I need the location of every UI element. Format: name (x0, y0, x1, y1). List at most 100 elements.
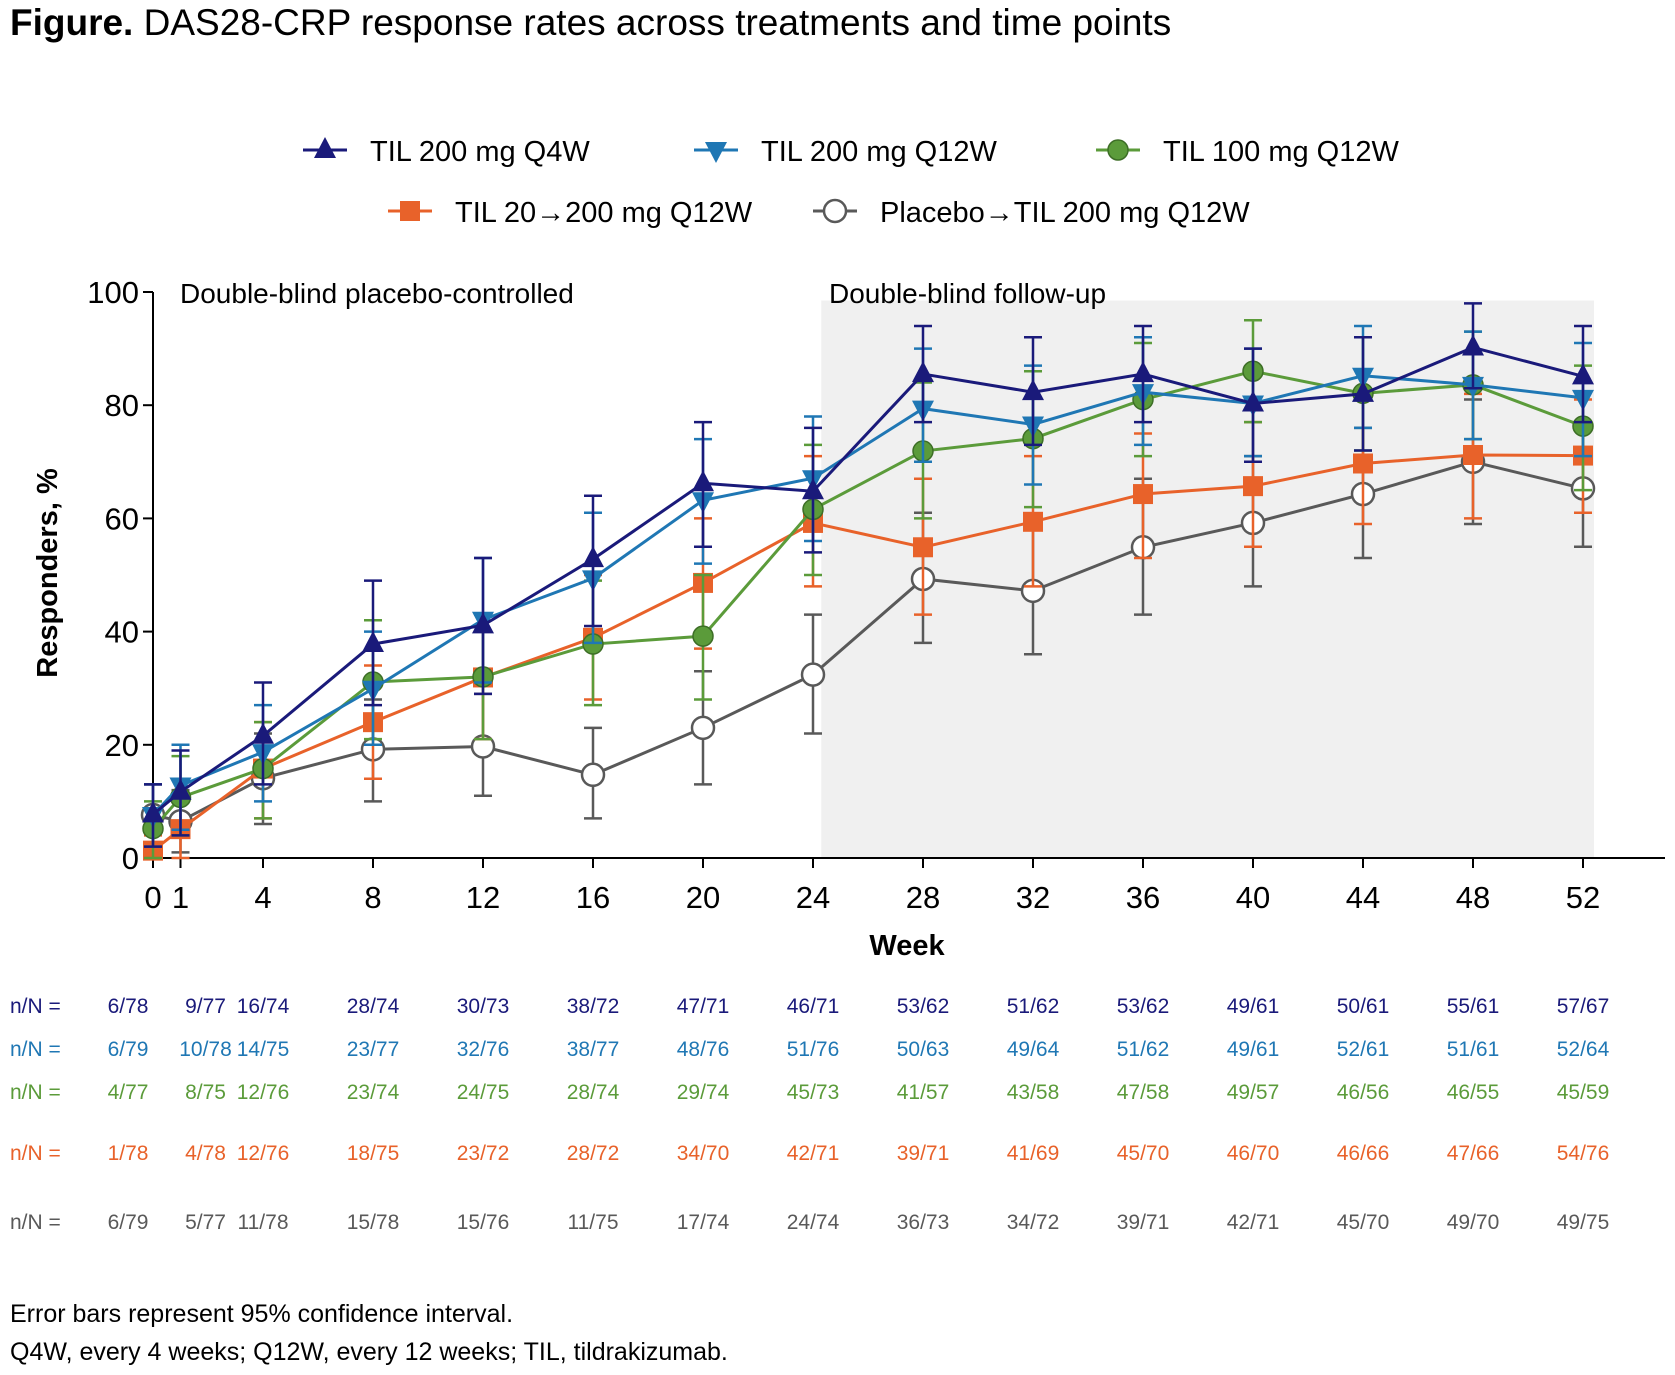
period-label-placebo-controlled: Double-blind placebo-controlled (180, 278, 574, 309)
legend-label: TIL 20→200 mg Q12W (455, 197, 753, 229)
legend-marker (400, 201, 420, 221)
nn-cell: 43/58 (1006, 1081, 1060, 1104)
nn-cell: 52/64 (1556, 1038, 1610, 1061)
data-point (1463, 445, 1483, 466)
nn-cell: 1/78 (107, 1142, 149, 1165)
x-tick-label: 32 (1016, 880, 1050, 915)
nn-cell: 53/62 (896, 995, 950, 1018)
y-tick-label: 80 (105, 388, 139, 423)
legend-marker (1107, 139, 1129, 161)
nn-cell: 46/71 (786, 995, 840, 1018)
y-tick-label: 20 (105, 728, 139, 763)
data-point (1133, 484, 1153, 505)
nn-cell: 11/75 (567, 1211, 619, 1234)
nn-cell: 28/74 (566, 1081, 620, 1104)
x-axis-title: Week (869, 930, 945, 960)
figure-title-text: DAS28-CRP response rates across treatmen… (143, 2, 1172, 43)
nn-cell: 53/62 (1116, 995, 1170, 1018)
legend-marker (314, 137, 336, 158)
y-tick-label: 60 (105, 501, 139, 536)
nn-cell: 41/69 (1006, 1142, 1060, 1165)
nn-cell: 45/59 (1556, 1081, 1610, 1104)
x-tick-label: 16 (576, 880, 610, 915)
data-point (1572, 363, 1594, 385)
data-point (1022, 379, 1044, 401)
data-point (692, 470, 714, 492)
nn-cell: 15/78 (346, 1211, 400, 1234)
x-tick-label: 40 (1236, 880, 1270, 915)
data-point (252, 722, 274, 744)
nn-cell: 46/55 (1446, 1081, 1500, 1104)
footnote-2: Q4W, every 4 weeks; Q12W, every 12 weeks… (10, 1338, 728, 1366)
nn-cell: 4/78 (185, 1142, 226, 1165)
figure-title-bold: Figure. (10, 2, 134, 43)
nn-cell: 10/78 (179, 1038, 232, 1061)
data-point (1353, 453, 1373, 474)
nn-cell: 8/75 (185, 1081, 226, 1104)
footnote-1: Error bars represent 95% confidence inte… (10, 1300, 514, 1328)
x-tick-label: 20 (686, 880, 720, 915)
data-point (690, 715, 716, 741)
nn-cell: 32/76 (456, 1038, 510, 1061)
figure-title: Figure. DAS28-CRP response rates across … (10, 2, 1171, 44)
nn-cell: 45/70 (1116, 1142, 1170, 1165)
nn-cell: 57/67 (1556, 995, 1610, 1018)
nn-cell: 49/61 (1226, 995, 1280, 1018)
nn-cell: 12/76 (236, 1142, 290, 1165)
data-point (1242, 390, 1264, 412)
nn-cell: 46/66 (1336, 1142, 1390, 1165)
x-tick-label: 1 (172, 880, 189, 915)
legend-label: TIL 100 mg Q12W (1163, 136, 1399, 168)
data-point (142, 801, 164, 823)
data-point (580, 762, 606, 788)
nn-cell: 39/71 (1116, 1211, 1170, 1234)
nn-row-label: n/N = (10, 1142, 61, 1165)
y-tick-label: 40 (105, 615, 139, 650)
nn-cell: 38/77 (566, 1038, 620, 1061)
x-tick-label: 4 (254, 880, 271, 915)
data-point (1243, 476, 1263, 497)
nn-row-label: n/N = (10, 995, 61, 1018)
legend-marker (705, 142, 727, 163)
nn-cell: 52/61 (1336, 1038, 1390, 1061)
nn-cell: 46/70 (1226, 1142, 1280, 1165)
data-point (800, 662, 826, 687)
x-tick-label: 12 (466, 880, 500, 915)
nn-cell: 4/77 (107, 1081, 149, 1104)
nn-cell: 41/57 (896, 1081, 950, 1104)
y-tick-label: 100 (87, 275, 139, 310)
x-tick-label: 52 (1566, 880, 1600, 915)
x-tick-label: 8 (364, 880, 381, 915)
nn-cell: 23/74 (346, 1081, 400, 1104)
nn-cell: 6/79 (107, 1038, 149, 1061)
x-tick-label: 36 (1126, 880, 1160, 915)
x-tick-label: 44 (1346, 880, 1380, 915)
data-point (582, 546, 604, 568)
period-label-follow-up: Double-blind follow-up (829, 278, 1106, 309)
nn-cell: 23/72 (456, 1142, 510, 1165)
legend-marker (822, 198, 848, 224)
nn-cell: 51/76 (786, 1038, 840, 1061)
nn-cell: 49/75 (1556, 1211, 1610, 1234)
y-tick-label: 0 (122, 841, 139, 876)
data-point (1023, 511, 1043, 532)
nn-cell: 34/72 (1006, 1211, 1060, 1234)
legend-label: Placebo→TIL 200 mg Q12W (880, 197, 1250, 229)
nn-cell: 12/76 (236, 1081, 290, 1104)
nn-cell: 18/75 (346, 1142, 400, 1165)
nn-cell: 28/72 (566, 1142, 620, 1165)
nn-cell: 34/70 (676, 1142, 730, 1165)
nn-cell: 28/74 (346, 995, 400, 1018)
nn-cell: 51/61 (1446, 1038, 1500, 1061)
nn-cell: 50/61 (1336, 995, 1390, 1018)
nn-row-label: n/N = (10, 1038, 61, 1061)
nn-cell: 11/78 (237, 1211, 289, 1234)
nn-cell: 47/71 (676, 995, 730, 1018)
x-tick-label: 24 (796, 880, 830, 915)
nn-cell: 50/63 (896, 1038, 950, 1061)
nn-cell: 42/71 (1226, 1211, 1280, 1234)
nn-cell: 15/76 (456, 1211, 510, 1234)
nn-cell: 49/61 (1226, 1038, 1280, 1061)
x-tick-label: 48 (1456, 880, 1490, 915)
nn-cell: 42/71 (786, 1142, 840, 1165)
